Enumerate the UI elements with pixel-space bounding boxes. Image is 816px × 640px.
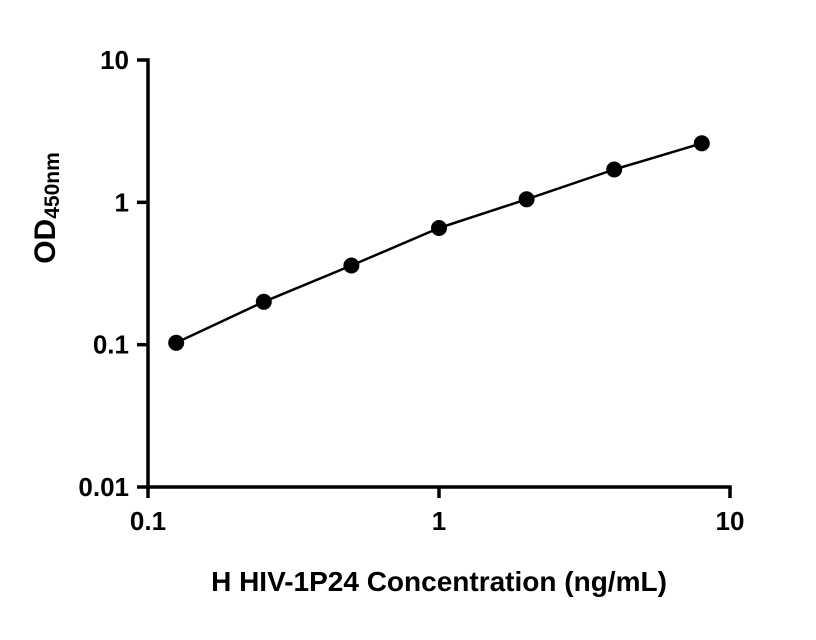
- x-tick-label: 10: [716, 506, 745, 536]
- data-point: [431, 220, 447, 236]
- data-point: [168, 334, 185, 351]
- y-tick-label: 0.1: [93, 330, 129, 360]
- x-axis-label: H HIV-1P24 Concentration (ng/mL): [211, 566, 667, 597]
- data-point: [343, 257, 360, 274]
- y-tick-label: 10: [100, 45, 129, 75]
- data-point: [255, 293, 272, 310]
- data-point: [693, 135, 710, 152]
- x-tick-label: 1: [432, 506, 446, 536]
- data-point: [518, 191, 535, 208]
- y-tick-label: 1: [115, 187, 129, 217]
- standard-curve-line: [175, 142, 703, 344]
- data-point: [606, 161, 623, 178]
- y-tick-label: 0.01: [78, 472, 129, 502]
- x-tick-label: 0.1: [130, 506, 166, 536]
